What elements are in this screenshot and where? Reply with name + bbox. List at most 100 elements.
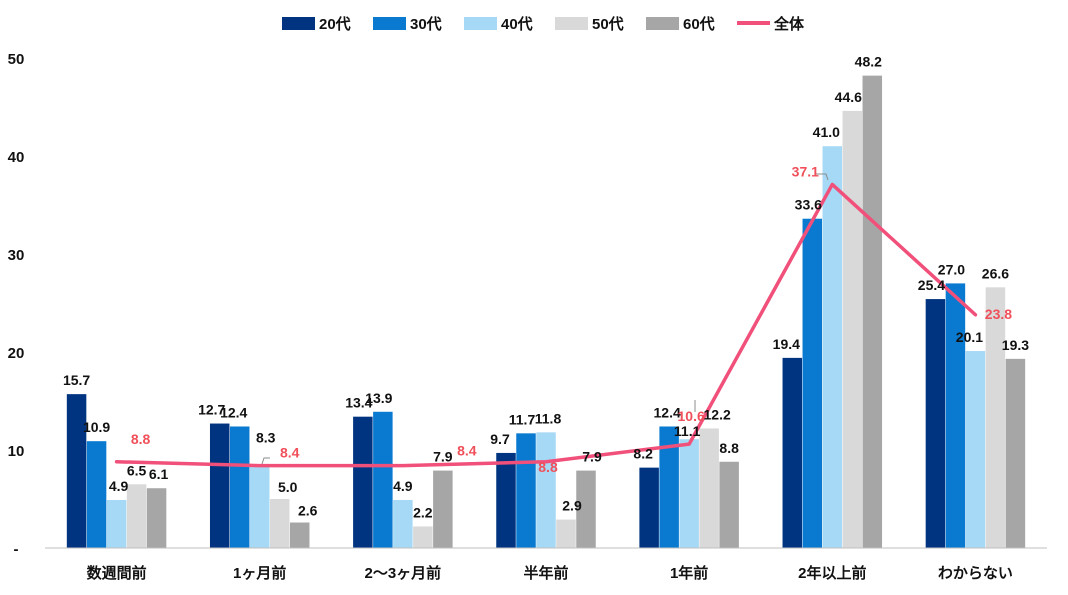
x-tick-label: 半年前 [523,564,568,582]
bar-label-60代-1: 6.1 [149,466,169,482]
bar-30代-1 [86,441,107,548]
bar-label-20代-2: 12.7 [198,402,225,418]
bar-label-60代-3: 7.9 [433,449,453,465]
bar-40代-4 [536,432,556,548]
bar-60代-6 [862,75,883,548]
legend-label-30代: 30代 [410,15,442,33]
legend-swatch-50代 [555,17,588,30]
line-label-1: 8.8 [131,431,151,447]
legend-swatch-30代 [373,17,406,30]
bar-20代-3 [353,416,373,548]
bar-30代-3 [373,411,393,548]
x-tick-label: わからない [938,565,1013,582]
bar-label-40代-6: 41.0 [813,124,840,140]
legend-swatch-60代 [646,17,679,30]
bar-label-40代-4: 11.8 [535,410,562,426]
legend-swatch-40代 [464,17,497,30]
bar-30代-2 [229,426,250,548]
y-tick-label: - [14,541,19,558]
bar-40代-3 [393,499,413,548]
legend-label-40代: 40代 [501,15,533,33]
bar-20代-7 [925,299,946,548]
legend-label-60代: 60代 [683,15,715,33]
bar-label-20代-6: 19.4 [773,336,800,352]
bar-label-40代-7: 20.1 [956,329,983,345]
y-tick-label: 30 [8,247,25,264]
bar-60代-7 [1005,358,1026,548]
bar-50代-6 [842,110,863,549]
bar-label-60代-5: 8.8 [719,440,739,456]
legend-swatch-20代 [282,17,315,30]
leader-lines [261,173,829,465]
bar-label-30代-5: 12.4 [654,404,681,420]
legend-label-50代: 50代 [592,15,624,33]
line-label-7: 23.8 [985,306,1012,322]
bar-20代-6 [782,357,803,548]
bar-40代-6 [822,146,843,548]
line-data-labels: 8.8 8.4 8.4 8.8 10.6 37.1 23.8 [131,163,1012,474]
bar-label-50代-1: 6.5 [127,462,147,478]
bar-20代-1 [66,394,87,548]
leader-line [816,173,829,181]
bar-label-30代-3: 13.9 [365,390,392,406]
bar-label-60代-6: 48.2 [855,54,882,70]
bar-60代-4 [576,470,596,548]
line-label-3: 8.4 [457,443,477,459]
bar-50代-1 [126,484,147,548]
bar-60代-5 [719,461,739,548]
legend-label-20代: 20代 [319,15,351,33]
bars [66,75,1026,549]
bar-label-20代-5: 8.2 [633,446,653,462]
bar-60代-2 [289,522,310,548]
x-tick-label: 数週間前 [87,564,147,582]
bar-20代-5 [639,467,659,548]
bar-60代-3 [433,470,453,548]
x-axis: 数週間前 1ヶ月前 2〜3ヶ月前 半年前 1年前 2年以上前 わからない [87,564,1013,582]
bar-40代-2 [249,466,270,548]
bar-label-50代-6: 44.6 [835,89,862,105]
bar-50代-2 [269,499,290,548]
bar-50代-5 [699,428,719,548]
bar-30代-4 [516,433,536,548]
bar-50代-7 [985,287,1006,548]
bar-label-30代-2: 12.4 [220,404,247,420]
line-label-5: 10.6 [678,408,705,424]
bar-label-60代-4: 7.9 [582,449,602,465]
y-tick-label: 50 [8,51,25,68]
x-tick-label: 2年以上前 [798,564,866,582]
bar-40代-5 [679,439,699,548]
bar-label-40代-3: 4.9 [393,478,413,494]
bar-label-30代-6: 33.6 [795,197,822,213]
bar-label-60代-7: 19.3 [1002,337,1029,353]
y-tick-label: 20 [8,345,25,362]
bar-label-50代-3: 2.2 [413,504,433,520]
overall-line-path [114,182,978,468]
bar-label-40代-5: 11.1 [674,423,701,439]
bar-label-60代-2: 2.6 [298,503,318,519]
bar-label-20代-4: 9.7 [490,431,510,447]
bar-label-50代-5: 12.2 [704,406,731,422]
line-label-6: 37.1 [792,163,819,179]
bar-label-50代-7: 26.6 [982,265,1009,281]
x-tick-label: 1年前 [670,564,708,582]
bar-label-20代-1: 15.7 [63,372,90,388]
bar-40代-1 [106,499,127,548]
bar-label-20代-3: 13.4 [345,395,372,411]
bar-50代-3 [413,526,433,548]
bar-30代-7 [945,283,966,548]
y-tick-label: 40 [8,149,25,166]
x-tick-label: 1ヶ月前 [233,564,286,582]
bar-label-50代-4: 2.9 [562,498,582,514]
bar-20代-2 [209,423,230,548]
x-tick-label: 2〜3ヶ月前 [365,564,442,582]
line-label-4: 8.8 [538,459,558,475]
y-tick-label: 10 [8,443,25,460]
bar-label-40代-1: 4.9 [109,478,129,494]
bar-60代-1 [146,488,167,548]
overall-line [114,182,978,468]
bar-50代-4 [556,519,576,548]
bar-label-20代-7: 25.4 [918,277,945,293]
bar-label-30代-1: 10.9 [83,419,110,435]
leader-line [261,457,270,465]
